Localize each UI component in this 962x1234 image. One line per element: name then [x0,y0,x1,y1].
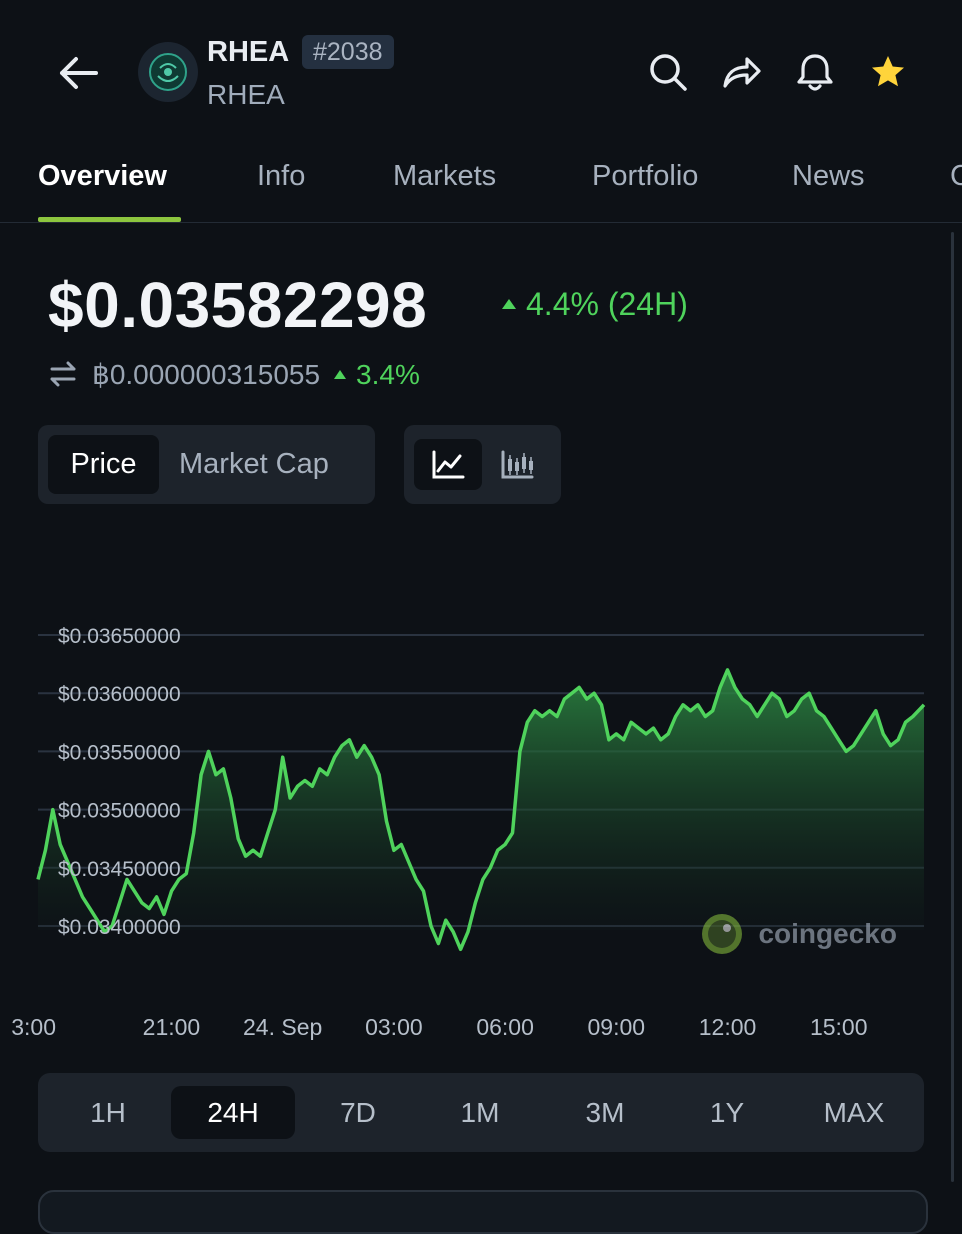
watermark-text: coingecko [758,918,897,949]
chart-type-toggle [404,425,561,504]
x-tick-label: 12:00 [698,1014,757,1040]
y-tick-label: $0.03650000 [58,625,181,648]
active-tab-indicator [38,217,181,222]
toggle-price[interactable]: Price [48,435,159,494]
triangle-up-icon [502,299,516,309]
x-tick-label: 06:00 [476,1014,534,1040]
back-button[interactable] [52,50,104,96]
price-usd: $0.03582298 [48,269,428,341]
arrow-left-icon [60,57,98,89]
y-tick-label: $0.03600000 [58,683,181,706]
price-area [38,669,924,950]
x-tick-label: 21:00 [142,1014,201,1040]
btc-change-value: 3.4% [356,359,420,390]
scrollbar[interactable] [951,232,954,1182]
time-range-selector: 1H 24H 7D 1M 3M 1Y MAX [38,1073,924,1152]
share-icon [723,57,761,88]
line-chart-button[interactable] [414,439,482,490]
tab-divider [0,222,962,223]
tab-info[interactable]: Info [257,160,306,192]
bell-icon [797,54,833,91]
line-chart-icon [432,450,465,479]
range-3m[interactable]: 3M [585,1097,625,1128]
star-icon [872,56,904,87]
y-tick-label: $0.03500000 [58,800,181,823]
range-max[interactable]: MAX [823,1097,885,1128]
alert-button[interactable] [793,50,837,94]
btc-change: 3.4% [326,359,420,390]
range-1m[interactable]: 1M [460,1097,500,1128]
tab-markets[interactable]: Markets [393,160,497,192]
share-button[interactable] [719,50,763,94]
price-change-24h: 4.4% (24H) [500,286,688,323]
x-tick-label: 03:00 [365,1014,423,1040]
x-tick-label: 15:00 [809,1014,868,1040]
laurel-logo-icon [149,53,187,91]
next-section-card [38,1190,928,1234]
triangle-up-icon [334,370,347,379]
swap-arrows-icon [50,361,76,387]
coin-logo [138,42,198,102]
x-tick-label: 09:00 [587,1014,646,1040]
gecko-logo-icon [702,914,742,954]
toggle-market-cap[interactable]: Market Cap [179,448,329,480]
coin-name: RHEA [207,36,290,68]
coingecko-watermark: coingecko [700,912,897,956]
candlestick-chart-button[interactable] [486,439,550,490]
range-1y[interactable]: 1Y [709,1097,745,1128]
search-icon [650,54,687,91]
x-tick-label: 24. Sep [243,1014,323,1040]
tab-portfolio[interactable]: Portfolio [592,160,699,192]
rank-badge: #2038 [302,35,394,69]
search-button[interactable] [646,50,690,94]
range-7d[interactable]: 7D [340,1097,376,1128]
price-line [36,668,926,952]
watchlist-button[interactable] [866,50,910,94]
y-tick-label: $0.03400000 [58,916,181,939]
price-chart[interactable]: $0.03650000 $0.03600000 $0.03550000 $0.0350… [0,600,962,1000]
tab-news[interactable]: News [792,160,865,192]
range-1h[interactable]: 1H [90,1097,126,1128]
btc-price-row: ฿0.000000315055 3.4% [48,358,420,391]
metric-toggle: Price Market Cap [38,425,375,504]
price-change-value: 4.4% (24H) [526,286,688,322]
y-tick-label: $0.03550000 [58,741,181,764]
coin-symbol: RHEA [207,79,285,110]
tab-more[interactable]: C [950,160,962,192]
x-tick-label: 3:00 [11,1014,56,1040]
tab-overview[interactable]: Overview [38,160,167,192]
candlestick-chart-icon [501,450,534,479]
y-tick-label: $0.03450000 [58,858,181,881]
price-btc: ฿0.000000315055 [92,359,321,390]
range-24h[interactable]: 24H [171,1086,295,1139]
